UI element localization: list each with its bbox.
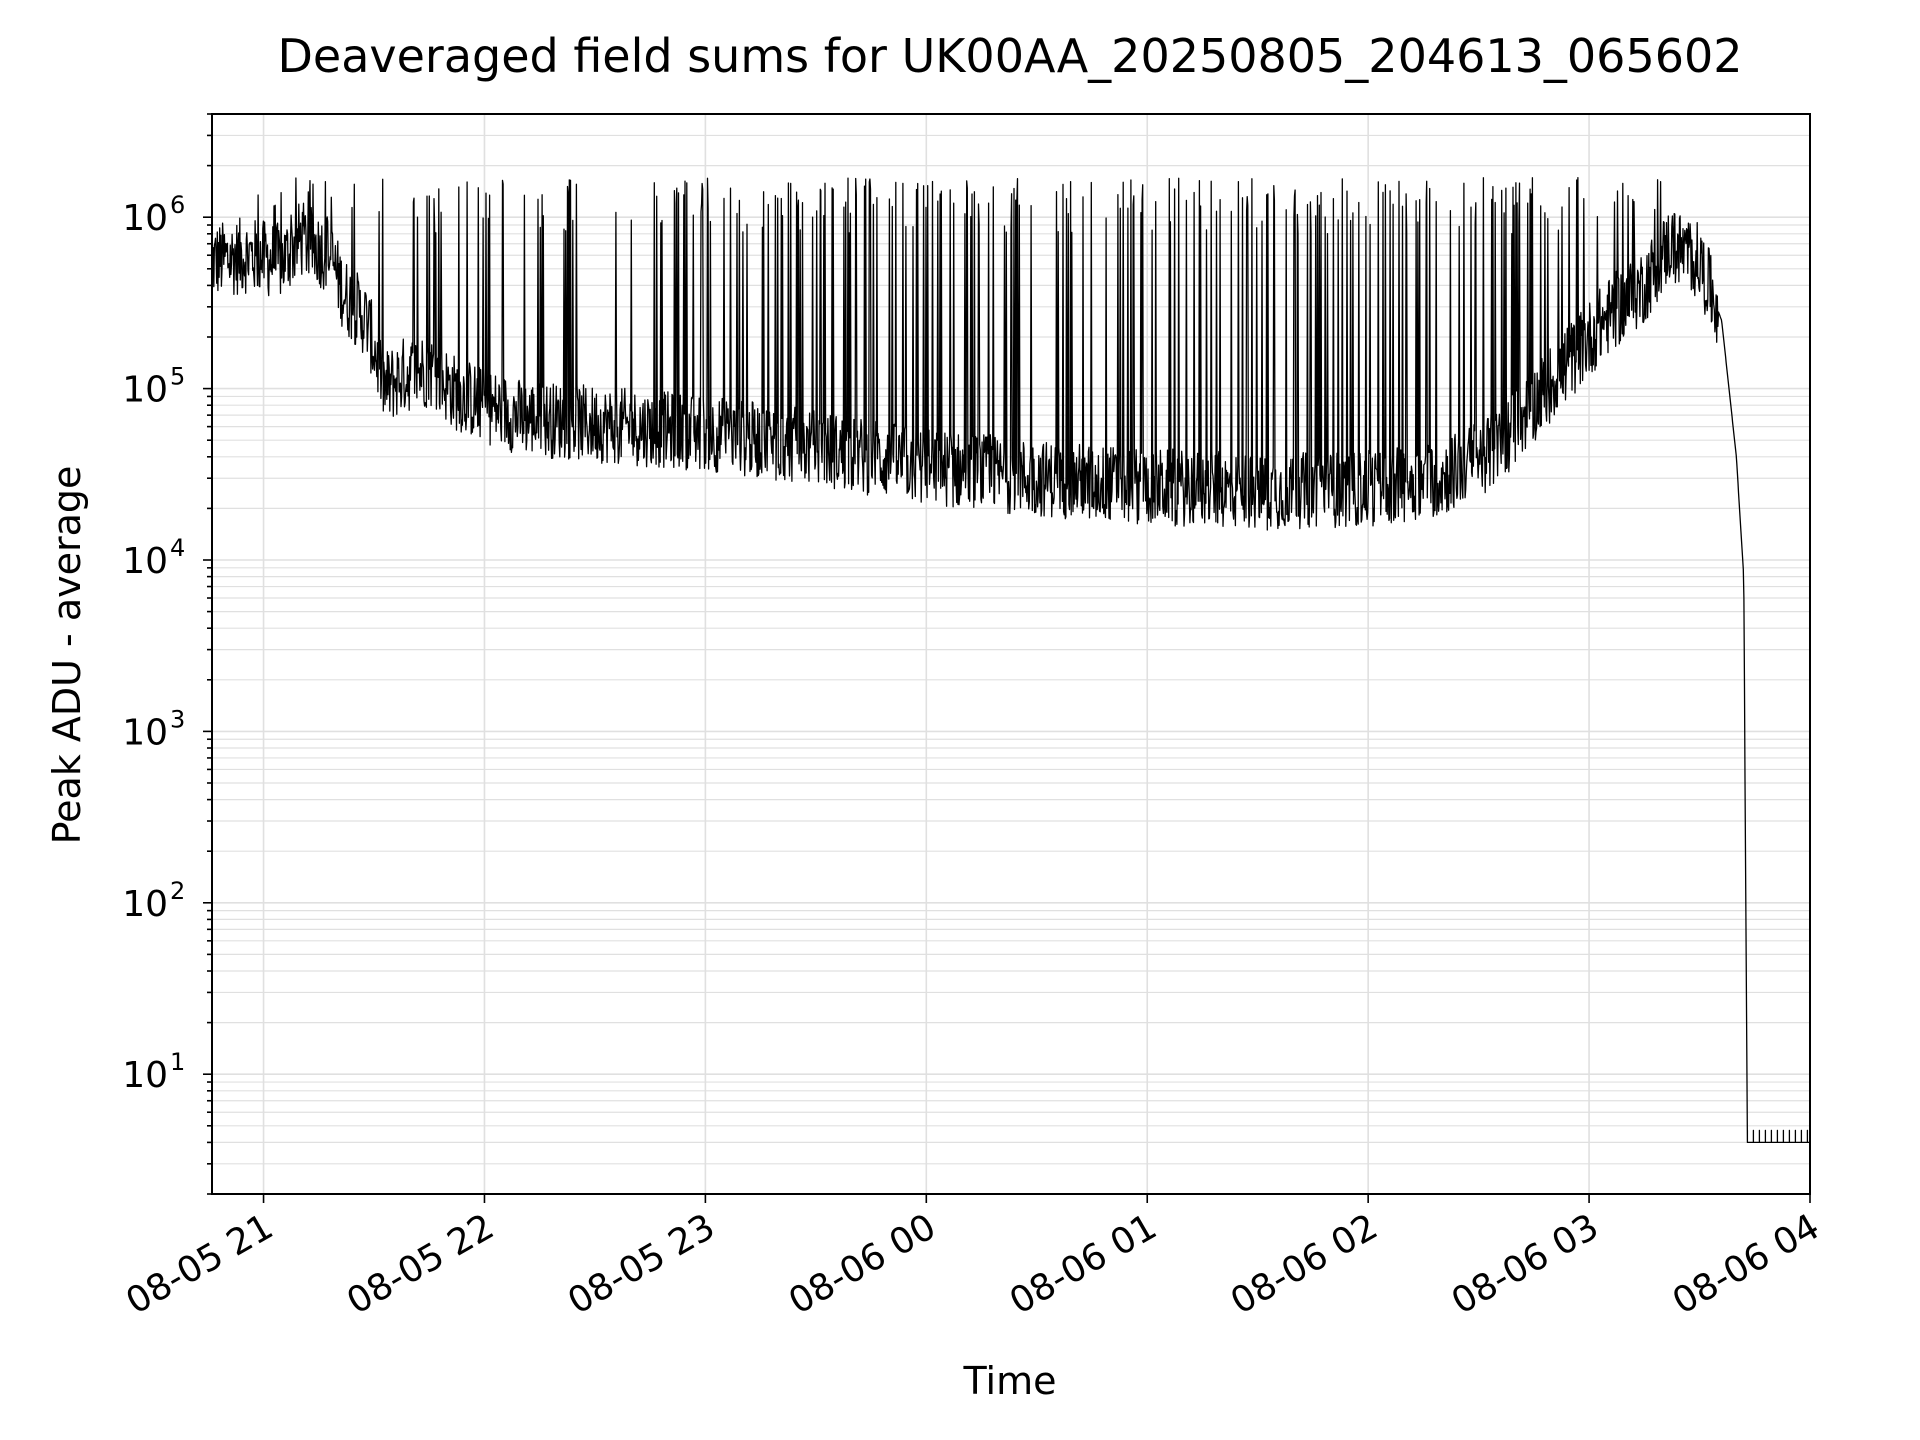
y-tick-label: 10 1 bbox=[122, 1048, 185, 1096]
y-tick-base: 10 bbox=[122, 712, 168, 753]
y-tick-base: 10 bbox=[122, 198, 168, 239]
y-tick-exponent: 6 bbox=[170, 191, 185, 219]
y-tick-label: 10 3 bbox=[122, 705, 185, 753]
plot-frame bbox=[211, 113, 1811, 1195]
y-tick-exponent: 4 bbox=[170, 534, 185, 562]
y-tick-base: 10 bbox=[122, 370, 168, 411]
y-tick-base: 10 bbox=[122, 541, 168, 582]
series-path bbox=[211, 177, 1810, 1144]
y-tick-label: 10 4 bbox=[122, 534, 185, 582]
y-tick-base: 10 bbox=[122, 1055, 168, 1096]
series-line bbox=[211, 177, 1810, 1144]
y-tick-exponent: 5 bbox=[170, 363, 185, 391]
x-axis-label: Time bbox=[963, 1359, 1057, 1403]
chart-title: Deaveraged field sums for UK00AA_2025080… bbox=[277, 29, 1742, 83]
y-tick-label: 10 5 bbox=[122, 363, 185, 411]
y-axis-label: Peak ADU - average bbox=[45, 466, 89, 845]
y-tick-exponent: 1 bbox=[170, 1048, 185, 1076]
y-tick-exponent: 2 bbox=[170, 877, 185, 905]
y-tick-label: 10 2 bbox=[122, 877, 185, 925]
y-tick-label: 10 6 bbox=[122, 191, 185, 239]
y-tick-exponent: 3 bbox=[170, 705, 185, 733]
y-tick-base: 10 bbox=[122, 884, 168, 925]
